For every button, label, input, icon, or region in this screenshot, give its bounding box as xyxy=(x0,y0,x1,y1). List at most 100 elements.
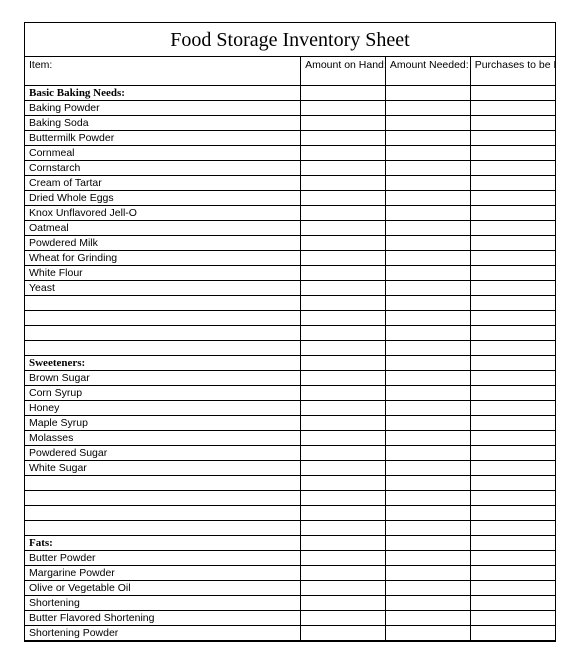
item-cell: Molasses xyxy=(25,430,301,445)
item-cell xyxy=(25,340,301,355)
value-cell xyxy=(470,385,555,400)
item-cell xyxy=(25,490,301,505)
value-cell xyxy=(301,400,386,415)
item-cell: Shortening xyxy=(25,595,301,610)
value-cell xyxy=(301,130,386,145)
table-row: Powdered Sugar xyxy=(25,445,555,460)
value-cell xyxy=(385,535,470,550)
table-row: Brown Sugar xyxy=(25,370,555,385)
item-cell: Butter Flavored Shortening xyxy=(25,610,301,625)
value-cell xyxy=(385,85,470,100)
value-cell xyxy=(301,625,386,640)
table-row: Corn Syrup xyxy=(25,385,555,400)
value-cell xyxy=(385,115,470,130)
value-cell xyxy=(385,325,470,340)
value-cell xyxy=(470,520,555,535)
col-header-amount-on-hand: Amount on Hand: xyxy=(301,57,386,85)
table-row xyxy=(25,340,555,355)
table-row: Cream of Tartar xyxy=(25,175,555,190)
value-cell xyxy=(301,565,386,580)
table-row: White Sugar xyxy=(25,460,555,475)
value-cell xyxy=(470,175,555,190)
value-cell xyxy=(470,505,555,520)
value-cell xyxy=(301,550,386,565)
value-cell xyxy=(385,295,470,310)
table-row: Wheat for Grinding xyxy=(25,250,555,265)
value-cell xyxy=(301,610,386,625)
table-row xyxy=(25,475,555,490)
table-row: Honey xyxy=(25,400,555,415)
value-cell xyxy=(385,415,470,430)
value-cell xyxy=(385,565,470,580)
item-cell: Knox Unflavored Jell-O xyxy=(25,205,301,220)
inventory-table: Item: Amount on Hand: Amount Needed: Pur… xyxy=(25,57,555,641)
value-cell xyxy=(301,370,386,385)
value-cell xyxy=(301,490,386,505)
value-cell xyxy=(301,160,386,175)
value-cell xyxy=(470,415,555,430)
value-cell xyxy=(385,220,470,235)
value-cell xyxy=(385,265,470,280)
table-row: Molasses xyxy=(25,430,555,445)
table-row xyxy=(25,490,555,505)
value-cell xyxy=(385,610,470,625)
value-cell xyxy=(385,340,470,355)
value-cell xyxy=(385,460,470,475)
value-cell xyxy=(470,355,555,370)
value-cell xyxy=(470,580,555,595)
value-cell xyxy=(301,145,386,160)
value-cell xyxy=(385,400,470,415)
value-cell xyxy=(385,580,470,595)
table-row: Shortening Powder xyxy=(25,625,555,640)
value-cell xyxy=(385,130,470,145)
item-cell: White Flour xyxy=(25,265,301,280)
value-cell xyxy=(385,370,470,385)
table-row: Shortening xyxy=(25,595,555,610)
item-cell: Margarine Powder xyxy=(25,565,301,580)
value-cell xyxy=(385,205,470,220)
table-header-row: Item: Amount on Hand: Amount Needed: Pur… xyxy=(25,57,555,85)
table-row: Powdered Milk xyxy=(25,235,555,250)
value-cell xyxy=(385,160,470,175)
value-cell xyxy=(301,580,386,595)
item-cell: Dried Whole Eggs xyxy=(25,190,301,205)
value-cell xyxy=(301,355,386,370)
sheet-title: Food Storage Inventory Sheet xyxy=(25,23,555,57)
value-cell xyxy=(470,445,555,460)
item-cell: Butter Powder xyxy=(25,550,301,565)
col-header-item: Item: xyxy=(25,57,301,85)
table-row xyxy=(25,295,555,310)
value-cell xyxy=(301,325,386,340)
col-header-purchases: Purchases to be Made: xyxy=(470,57,555,85)
value-cell xyxy=(470,625,555,640)
item-cell: Maple Syrup xyxy=(25,415,301,430)
section-header-cell: Basic Baking Needs: xyxy=(25,85,301,100)
value-cell xyxy=(470,340,555,355)
value-cell xyxy=(301,505,386,520)
value-cell xyxy=(301,340,386,355)
value-cell xyxy=(301,460,386,475)
item-cell xyxy=(25,520,301,535)
item-cell: Yeast xyxy=(25,280,301,295)
value-cell xyxy=(470,235,555,250)
value-cell xyxy=(301,100,386,115)
item-cell: White Sugar xyxy=(25,460,301,475)
value-cell xyxy=(385,355,470,370)
value-cell xyxy=(385,100,470,115)
value-cell xyxy=(470,130,555,145)
col-header-amount-needed: Amount Needed: xyxy=(385,57,470,85)
value-cell xyxy=(301,205,386,220)
value-cell xyxy=(470,610,555,625)
item-cell: Wheat for Grinding xyxy=(25,250,301,265)
value-cell xyxy=(385,625,470,640)
value-cell xyxy=(385,505,470,520)
item-cell: Cornstarch xyxy=(25,160,301,175)
table-row: Maple Syrup xyxy=(25,415,555,430)
value-cell xyxy=(385,250,470,265)
value-cell xyxy=(470,85,555,100)
value-cell xyxy=(301,415,386,430)
value-cell xyxy=(470,250,555,265)
item-cell: Honey xyxy=(25,400,301,415)
value-cell xyxy=(385,550,470,565)
table-row: Buttermilk Powder xyxy=(25,130,555,145)
